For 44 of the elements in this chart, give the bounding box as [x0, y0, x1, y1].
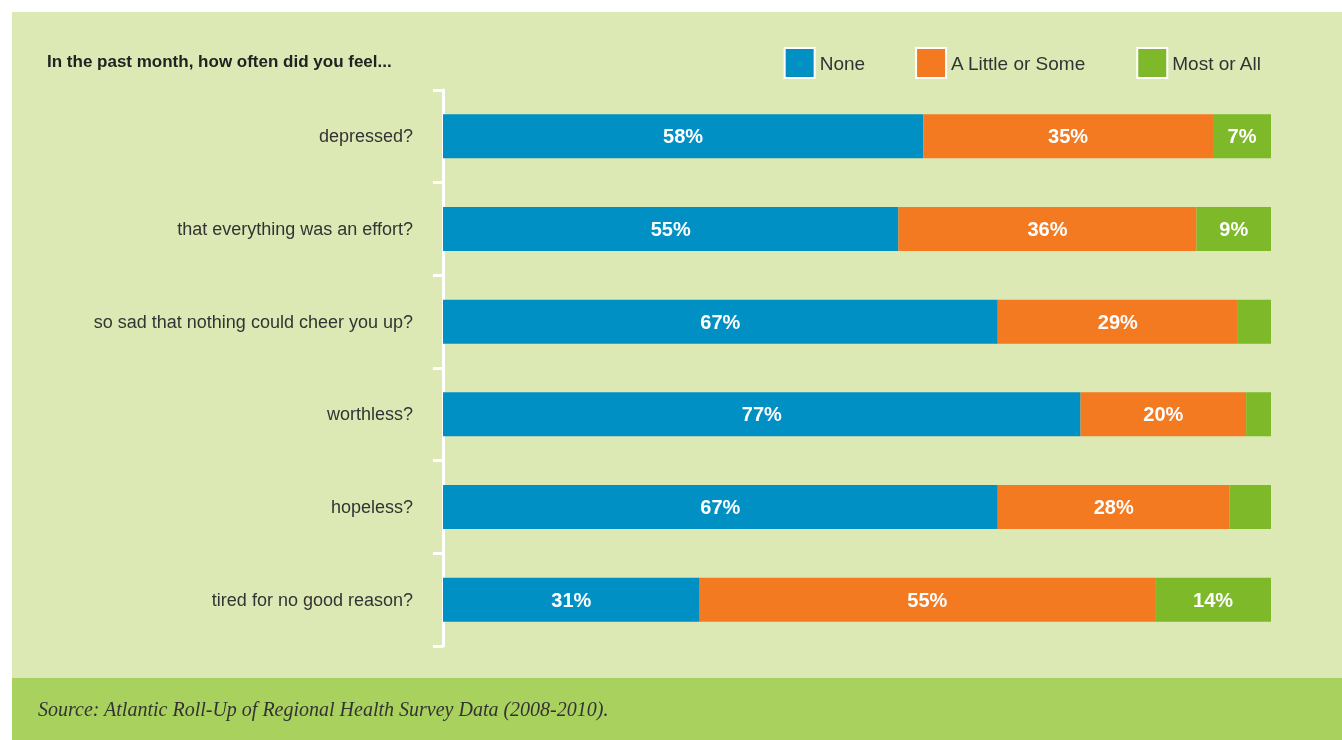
bar: [1196, 207, 1271, 251]
data-label: 7%: [1227, 125, 1257, 148]
bar: [699, 577, 1156, 622]
y-tick-label: so sad that nothing could cheer you up?: [93, 311, 413, 332]
bar: [443, 299, 998, 344]
bar: [898, 207, 1197, 251]
data-label: 29%: [1097, 310, 1139, 333]
bar: [1246, 392, 1271, 437]
data-label: 77%: [741, 403, 783, 426]
bar: [1229, 485, 1271, 529]
data-label: 20%: [1143, 403, 1184, 426]
bar: [997, 485, 1230, 529]
bar: [443, 392, 1081, 437]
legend-label: Most or All: [1172, 52, 1261, 74]
data-label: 28%: [1093, 496, 1134, 518]
y-tick-label: that everything was an effort?: [177, 219, 413, 239]
bar: [1213, 114, 1271, 159]
data-label: 67%: [700, 310, 741, 333]
data-label: 67%: [700, 496, 741, 518]
bar: [443, 577, 700, 622]
bar: [1155, 577, 1271, 622]
bar: [443, 207, 899, 251]
data-label: 14%: [1193, 588, 1234, 611]
data-label: 31%: [551, 588, 592, 611]
y-tick-label: hopeless?: [330, 497, 413, 517]
bar: [1080, 392, 1247, 437]
data-label: 55%: [650, 218, 691, 240]
bar: [997, 299, 1238, 344]
data-label: 36%: [1027, 218, 1068, 240]
y-tick-label: depressed?: [318, 126, 413, 147]
data-label: 9%: [1219, 218, 1249, 240]
data-label: 55%: [907, 588, 948, 611]
y-tick-label: tired for no good reason?: [211, 589, 413, 610]
legend-label: None: [819, 52, 866, 74]
bar: [1237, 299, 1271, 344]
y-tick-label: worthless?: [325, 404, 413, 425]
bar: [443, 485, 998, 529]
bar: [443, 114, 924, 159]
data-label: 35%: [1048, 125, 1089, 148]
data-label: 58%: [663, 125, 704, 148]
bar: [923, 114, 1214, 159]
source-note: Source: Atlantic Roll-Up of Regional Health Survey Data (2008-2010).: [38, 698, 609, 721]
text: In the past month, how often did you feel...: [47, 52, 392, 71]
legend-label: A Little or Some: [951, 52, 1086, 74]
